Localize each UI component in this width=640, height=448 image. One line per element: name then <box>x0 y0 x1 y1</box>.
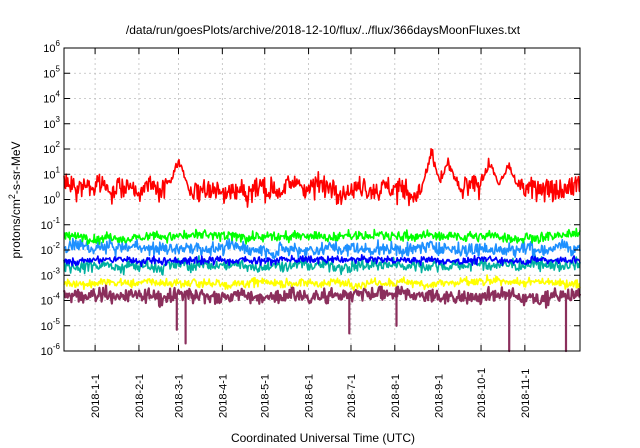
plot-frame <box>64 48 580 351</box>
y-axis-ticks: 10-6 10-5 10-4 10-3 10-2 10-1 100 101 102 103 104 1… <box>41 39 580 358</box>
x-tick-label: 2018-3-1 <box>174 374 186 418</box>
series-line-0 <box>64 285 580 351</box>
x-tick-label: 2018-11-1 <box>520 369 532 418</box>
y-tick-label: 105 <box>43 64 60 80</box>
y-axis-label: protons/cm2-s-sr-MeV <box>7 141 23 258</box>
y-tick-label: 100 <box>43 191 60 207</box>
x-tick-label: 2018-10-1 <box>476 368 488 418</box>
y-axis-label-pre: protons/cm <box>9 199 23 258</box>
series-line-6 <box>64 149 580 207</box>
y-tick-label: 10-6 <box>41 342 61 358</box>
x-tick-label: 2018-5-1 <box>260 374 272 418</box>
y-tick-label: 101 <box>43 165 60 181</box>
y-tick-label: 10-4 <box>41 292 61 308</box>
x-tick-label: 2018-9-1 <box>434 374 446 418</box>
y-tick-label: 104 <box>43 90 60 106</box>
y-tick-label: 10-2 <box>41 241 61 257</box>
x-tick-label: 2018-1-1 <box>90 374 102 418</box>
y-tick-label: 10-5 <box>41 317 61 333</box>
x-tick-label: 2018-7-1 <box>346 374 358 418</box>
series-layer <box>64 149 580 351</box>
x-tick-label: 2018-6-1 <box>304 374 316 418</box>
grid-lines <box>64 48 580 351</box>
y-tick-label: 103 <box>43 115 60 131</box>
y-axis-label-post: -s-sr-MeV <box>9 141 23 194</box>
y-tick-label: 10-1 <box>41 216 61 232</box>
x-tick-label: 2018-2-1 <box>134 374 146 418</box>
x-tick-label: 2018-8-1 <box>390 374 402 418</box>
y-tick-label: 10-3 <box>41 266 61 282</box>
y-tick-label: 106 <box>43 39 60 55</box>
x-tick-label: 2018-4-1 <box>217 374 229 418</box>
chart-title: /data/run/goesPlots/archive/2018-12-10/f… <box>126 23 521 37</box>
y-tick-label: 102 <box>43 140 60 156</box>
x-axis-label: Coordinated Universal Time (UTC) <box>231 431 415 445</box>
